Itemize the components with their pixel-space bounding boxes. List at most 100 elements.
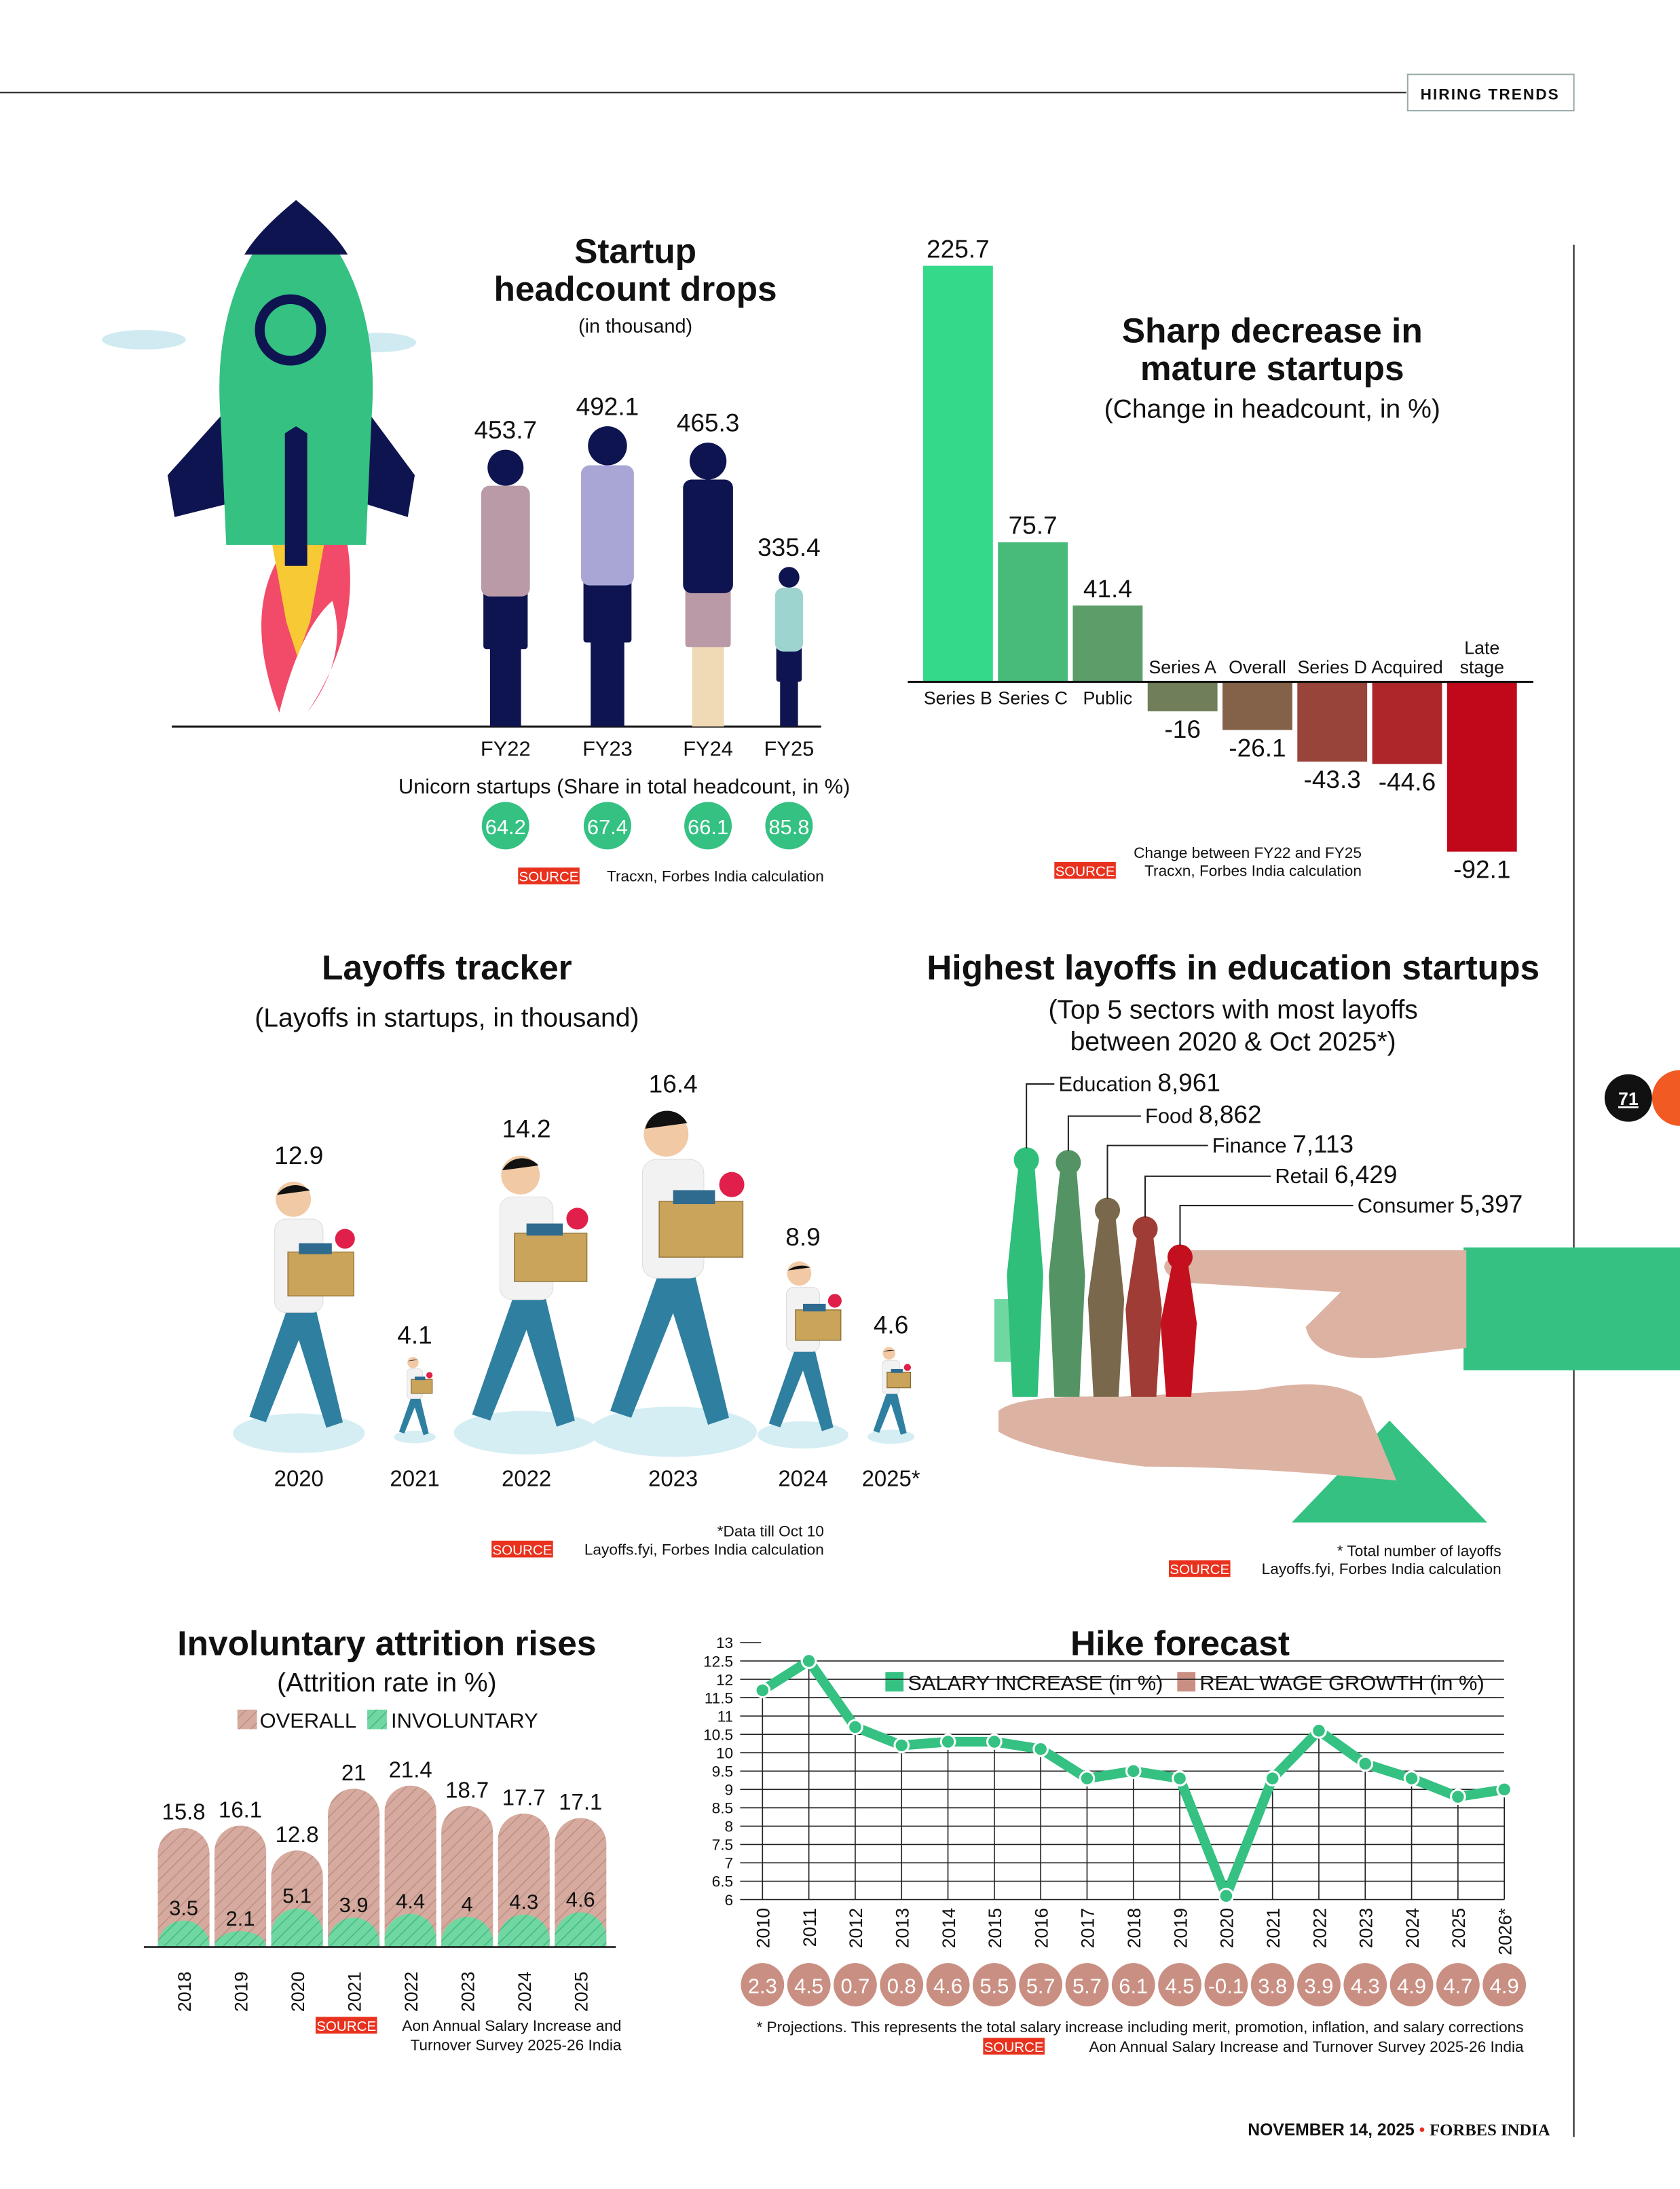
bar-value-label: 14.2 [502, 1115, 551, 1143]
sector-value: 6,429 [1334, 1160, 1398, 1189]
unicorn-share-badge [684, 802, 732, 850]
chart2-title-line1: Sharp decrease in [1122, 311, 1423, 350]
bar-value-label: -92.1 [1453, 855, 1510, 884]
y-tick-label: 6.5 [712, 1873, 733, 1890]
chart-sector-layoffs: Highest layoffs in education startups (T… [927, 948, 1680, 1577]
overall-value-label: 18.7 [445, 1777, 489, 1802]
books-icon [299, 1243, 332, 1254]
salary-point [1264, 1770, 1281, 1786]
worker-legs [472, 1293, 575, 1427]
sector-label: Finance 7,113 [1212, 1129, 1354, 1158]
worker-legs [610, 1271, 729, 1425]
real-wage-badge [1250, 1963, 1294, 2006]
footer-publication: FORBES INDIA [1430, 2121, 1550, 2139]
real-wage-badge [787, 1963, 831, 2006]
real-wage-badge [926, 1963, 970, 2006]
salary-point [893, 1737, 910, 1754]
bar-overall [214, 1825, 267, 1947]
chart2-source-label: SOURCE [1056, 864, 1115, 880]
bar-involuntary [271, 1908, 323, 1947]
chart1-source-label: SOURCE [519, 869, 579, 885]
chart-layoffs-tracker: Layoffs tracker (Layoffs in startups, in… [233, 948, 920, 1558]
chart3-subtitle: (Layoffs in startups, in thousand) [255, 1004, 639, 1033]
real-wage-value: 3.9 [1305, 1974, 1334, 1998]
x-tick-label: 2019 [231, 1972, 251, 2012]
chart5-source-line1: Aon Annual Salary Increase and [402, 2017, 621, 2034]
bar-value-label: -26.1 [1229, 734, 1286, 762]
x-tick-label: 2021 [390, 1466, 439, 1491]
chart5-source-badge [315, 2017, 377, 2034]
real-wage-badge [741, 1963, 785, 2006]
bar-involuntary [498, 1914, 550, 1947]
real-wage-badge [1297, 1963, 1341, 2006]
y-tick-label: 10.5 [703, 1726, 733, 1743]
bar-value-label: 4.6 [874, 1311, 908, 1339]
bar-value-label: 465.3 [677, 409, 740, 437]
real-wage-value: 0.8 [887, 1974, 916, 1998]
chart-hike-forecast: Hike forecast SALARY INCREASE (in %) REA… [703, 1624, 1527, 2055]
overall-value-label: 15.8 [162, 1799, 206, 1825]
lamp-icon [566, 1208, 589, 1230]
person-silhouette [1049, 1150, 1085, 1397]
x-tick-label: 2021 [344, 1972, 365, 2012]
bar-value-label: 12.9 [274, 1141, 323, 1170]
books-icon [891, 1368, 903, 1373]
sector-name: Food [1145, 1104, 1199, 1128]
real-wage-value: 4.5 [1165, 1974, 1195, 1998]
sector-value: 8,961 [1157, 1068, 1220, 1096]
chart-headcount: Startup headcount drops (in thousand) 45… [102, 200, 850, 885]
worker-shadow [394, 1430, 436, 1444]
chart3-source: Layoffs.fyi, Forbes India calculation [584, 1541, 824, 1558]
x-tick-label: 2020 [288, 1972, 308, 2012]
worker-shadow [589, 1406, 758, 1457]
worker-hair [407, 1360, 419, 1362]
unicorn-share-value: 64.2 [485, 815, 526, 839]
x-tick-label: 2025 [572, 1972, 592, 2012]
box-icon [287, 1251, 354, 1296]
person-silhouette [1007, 1147, 1043, 1397]
category-label: Late [1464, 637, 1499, 658]
chart1-unicorn-label: Unicorn startups (Share in total headcou… [398, 774, 851, 798]
real-wage-value: 4.9 [1490, 1974, 1519, 1998]
sector-name: Finance [1212, 1134, 1292, 1157]
legend-overall-label: OVERALL [260, 1709, 356, 1733]
person-head [487, 449, 524, 486]
x-tick-label: 2014 [939, 1908, 959, 1949]
books-icon [673, 1190, 715, 1205]
y-tick-label: 11.5 [705, 1689, 733, 1706]
bar-involuntary [384, 1913, 436, 1947]
category-label: Acquired [1371, 657, 1443, 677]
chart3-title: Layoffs tracker [322, 948, 572, 987]
salary-point [1496, 1781, 1513, 1798]
x-tick-label: 2013 [893, 1908, 913, 1948]
sector-name: Education [1058, 1072, 1157, 1096]
worker-hair [787, 1265, 811, 1271]
chart1-source: Tracxn, Forbes India calculation [607, 868, 824, 885]
person-figure [481, 449, 530, 727]
y-tick-label: 12 [716, 1671, 733, 1688]
person-lower-body [583, 576, 632, 643]
chart1-source-badge [518, 867, 580, 884]
bar-value-label: 16.4 [649, 1069, 698, 1098]
x-tick-label: FY22 [481, 737, 531, 761]
overall-value-label: 12.8 [276, 1822, 319, 1847]
x-tick-label: 2025* [862, 1466, 920, 1491]
bar-overall [328, 1789, 380, 1947]
chart6-source-label: SOURCE [984, 2040, 1044, 2055]
real-wage-badge [972, 1963, 1016, 2006]
chart-attrition: Involuntary attrition rises (Attrition r… [143, 1624, 622, 2054]
real-wage-value: 6.1 [1119, 1974, 1148, 1998]
bar-involuntary [328, 1917, 380, 1947]
x-tick-label: 2022 [401, 1972, 422, 2012]
person-lower-body [483, 588, 528, 650]
bar [1372, 681, 1442, 764]
leader-line [1067, 1115, 1141, 1151]
chart1-title-line1: Startup [574, 231, 696, 270]
x-tick-label: 2020 [1217, 1908, 1237, 1948]
y-tick-label: 8 [725, 1818, 734, 1835]
section-tag-box [1406, 73, 1575, 112]
x-tick-label: 2022 [1309, 1908, 1330, 1948]
leader-line [1179, 1205, 1354, 1246]
involuntary-value-label: 3.9 [339, 1893, 369, 1917]
